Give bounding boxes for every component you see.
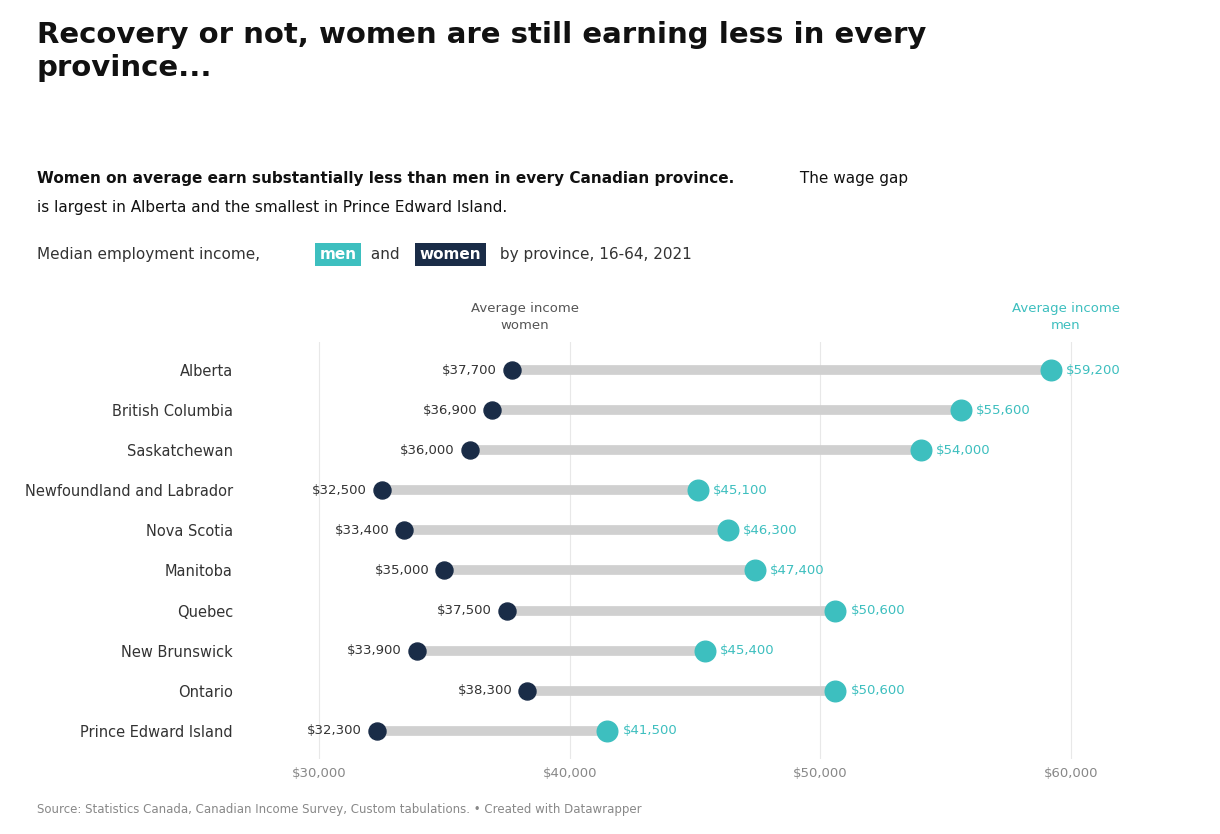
Text: $41,500: $41,500 [622, 725, 677, 737]
Text: is largest in Alberta and the smallest in Prince Edward Island.: is largest in Alberta and the smallest i… [37, 200, 506, 215]
Text: $35,000: $35,000 [375, 564, 429, 577]
Text: $36,900: $36,900 [422, 404, 477, 417]
Text: $36,000: $36,000 [400, 444, 455, 457]
Text: Women on average earn substantially less than men in every Canadian province.: Women on average earn substantially less… [37, 171, 734, 186]
Text: The wage gap: The wage gap [795, 171, 909, 186]
Text: $54,000: $54,000 [936, 444, 991, 457]
Text: $33,400: $33,400 [334, 524, 389, 537]
Text: $37,500: $37,500 [437, 604, 492, 617]
Text: $38,300: $38,300 [458, 684, 512, 697]
Point [826, 684, 845, 697]
Point [407, 644, 427, 657]
Text: $46,300: $46,300 [743, 524, 798, 537]
Point [950, 404, 970, 417]
Point [434, 564, 454, 577]
Point [460, 444, 479, 457]
Text: Median employment income,: Median employment income, [37, 247, 265, 262]
Point [367, 724, 387, 737]
Point [372, 484, 392, 497]
Text: women: women [420, 247, 482, 262]
Point [598, 724, 617, 737]
Point [482, 404, 501, 417]
Point [826, 604, 845, 617]
Text: $33,900: $33,900 [348, 644, 401, 657]
Text: Recovery or not, women are still earning less in every
province...: Recovery or not, women are still earning… [37, 21, 926, 83]
Text: men: men [320, 247, 356, 262]
Text: by province, 16-64, 2021: by province, 16-64, 2021 [495, 247, 692, 262]
Text: Source: Statistics Canada, Canadian Income Survey, Custom tabulations. • Created: Source: Statistics Canada, Canadian Inco… [37, 802, 642, 816]
Text: $32,300: $32,300 [307, 725, 362, 737]
Text: Average income
women: Average income women [471, 302, 578, 332]
Point [517, 684, 537, 697]
Point [695, 644, 715, 657]
Point [498, 604, 517, 617]
Point [503, 364, 522, 377]
Text: $45,400: $45,400 [720, 644, 775, 657]
Text: $55,600: $55,600 [976, 404, 1031, 417]
Text: $50,600: $50,600 [850, 604, 905, 617]
Text: and: and [366, 247, 405, 262]
Text: $59,200: $59,200 [1066, 364, 1121, 376]
Text: $50,600: $50,600 [850, 684, 905, 697]
Point [1041, 364, 1060, 377]
Point [911, 444, 931, 457]
Text: $37,700: $37,700 [442, 364, 497, 376]
Text: $47,400: $47,400 [770, 564, 825, 577]
Text: Average income
men: Average income men [1011, 302, 1120, 332]
Text: $45,100: $45,100 [712, 484, 767, 497]
Text: $32,500: $32,500 [312, 484, 367, 497]
Point [717, 524, 737, 537]
Point [745, 564, 765, 577]
Point [394, 524, 414, 537]
Point [688, 484, 708, 497]
